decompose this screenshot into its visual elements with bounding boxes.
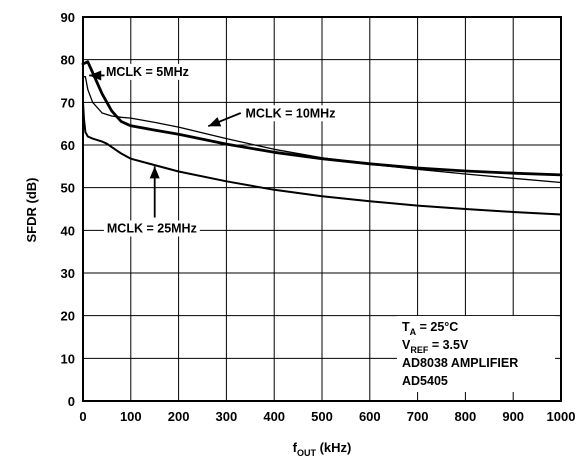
y-tick-label: 40 [61,223,75,238]
series-line-1 [82,76,562,184]
conditions-box [397,316,555,392]
x-axis-label: fOUT (kHz) [293,440,352,458]
y-tick-label: 80 [61,53,75,68]
plot-frame [82,16,562,402]
series-line-2 [82,101,562,216]
series-line-0 [81,60,563,177]
annotation-backdrop [102,63,192,80]
x-tick-label: 600 [359,409,381,424]
annotation-arrow-head [89,70,102,81]
condition-part: AD5405 [402,374,448,388]
annotation-label: MCLK = 25MHz [107,221,197,235]
annotation-arrow-head [208,117,222,127]
annotation-label: MCLK = 10MHz [246,106,336,120]
annotations: MCLK = 5MHz MCLK = 10MHz MCLK = 25MHz [89,63,339,237]
x-tick-label: 300 [216,409,238,424]
y-tick-label: 20 [61,309,75,324]
x-tick-label: 1000 [547,409,576,424]
tick-labels: 0 100 200 300 400 500 600 700 800 900 1000 0 10 20 30 4… [61,10,576,424]
y-tick-label: 10 [61,351,75,366]
condition-vref: VREF = 3.5V [402,338,469,355]
x-tick-label: 800 [455,409,477,424]
annotation-backdrop [103,220,200,237]
annotation-label: MCLK = 5MHz [106,65,189,79]
y-tick-label: 30 [61,266,75,281]
y-tick-label: 50 [61,181,75,196]
series-lines [81,60,563,216]
x-tick-label: 100 [120,409,142,424]
x-tick-label: 500 [311,409,333,424]
condition-amplifier: AD8038 AMPLIFIER [402,356,518,370]
x-tick-label: 400 [263,409,285,424]
annotation-arrow-head [149,166,160,179]
condition-ta: TA = 25°C [402,320,458,337]
x-tick-label: 700 [407,409,429,424]
y-tick-label: 90 [61,10,75,25]
y-axis-label: SFDR (dB) [24,178,39,243]
x-tick-label: 900 [502,409,524,424]
y-tick-label: 0 [68,394,75,409]
annotation-backdrop [242,105,339,122]
grid [83,17,561,401]
x-tick-label: 200 [168,409,190,424]
x-tick-label: 0 [79,409,86,424]
y-tick-label: 60 [61,138,75,153]
y-tick-label: 70 [61,95,75,110]
